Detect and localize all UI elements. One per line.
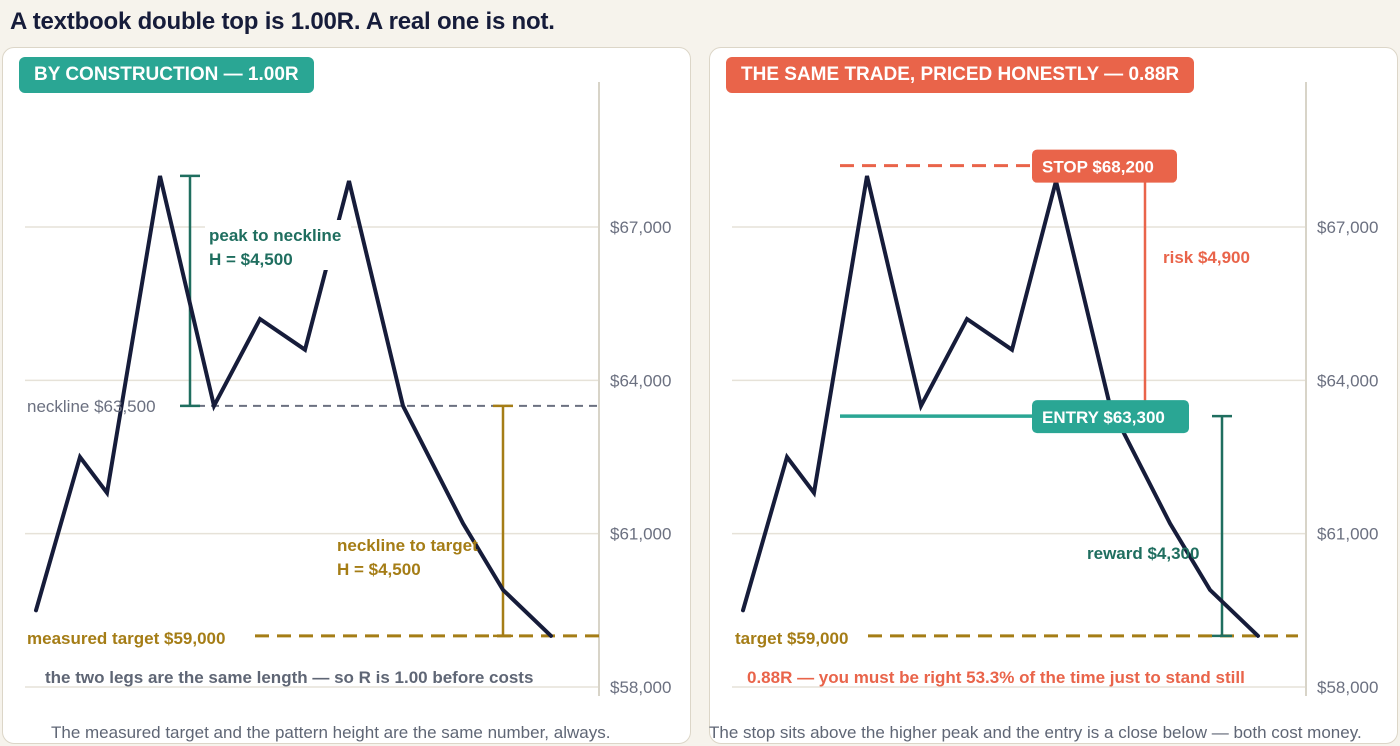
peak-leg-label: peak to neckline [209,226,341,245]
y-tick-label: $67,000 [610,218,671,237]
y-tick-label: $67,000 [1317,218,1378,237]
y-tick-label: $61,000 [610,525,671,544]
y-tick-label: $61,000 [1317,525,1378,544]
chart-by-construction: $67,000 $64,000 $61,000 $58,000 peak to nec… [25,82,671,697]
target-leg-height: H = $4,500 [337,560,421,579]
stop-label: STOP $68,200 [1042,158,1154,177]
peak-to-neckline-bracket [180,174,200,408]
price-series-line [34,175,553,638]
chart-priced-honestly: $67,000 $64,000 $61,000 $58,000 STOP $68,20… [732,82,1378,697]
panel-caption: The stop sits above the higher peak and … [709,723,1362,742]
r-note: the two legs are the same length — so R … [45,668,533,687]
peak-leg-height: H = $4,500 [209,250,293,269]
y-tick-label: $64,000 [610,371,671,390]
chart-panel-by-construction: $67,000 $64,000 $61,000 $58,000 peak to nec… [2,47,691,744]
target-leg-label: neckline to target [337,536,478,555]
reward-label: reward $4,300 [1087,544,1199,563]
measured-target-label: measured target $59,000 [27,629,225,648]
panel-caption: The measured target and the pattern heig… [51,723,611,742]
break-even-note: 0.88R — you must be right 53.3% of the t… [747,668,1245,687]
target-label: target $59,000 [735,629,848,648]
entry-label: ENTRY $63,300 [1042,408,1165,427]
price-series-line [741,175,1260,638]
risk-label: risk $4,900 [1163,248,1250,267]
chart-panel-priced-honestly: $67,000 $64,000 $61,000 $58,000 STOP $68,20… [709,47,1398,744]
stop-badge: STOP $68,200 [1032,149,1177,183]
panel-badge: BY CONSTRUCTION — 1.00R [19,57,314,93]
neckline-label: neckline $63,500 [27,397,156,416]
entry-badge: ENTRY $63,300 [1032,400,1189,434]
y-tick-label: $58,000 [1317,678,1378,697]
y-tick-label: $58,000 [610,678,671,697]
panel-badge: THE SAME TRADE, PRICED HONESTLY — 0.88R [726,57,1195,93]
page-title: A textbook double top is 1.00R. A real o… [10,8,555,35]
y-tick-label: $64,000 [1317,371,1378,390]
neckline-to-target-bracket [493,404,513,638]
